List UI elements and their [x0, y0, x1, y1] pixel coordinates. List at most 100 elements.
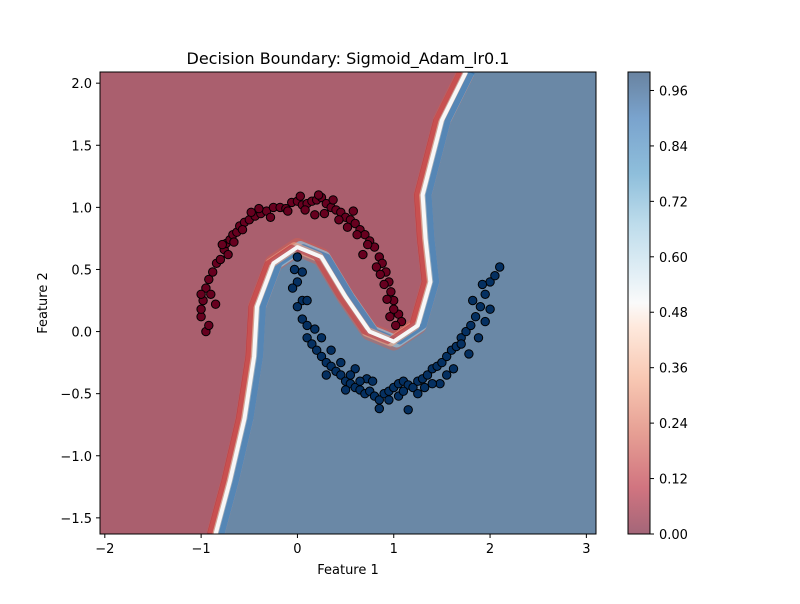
data-point-class-0: [382, 294, 392, 304]
data-point-class-1: [480, 316, 490, 327]
data-point-class-0: [196, 304, 206, 314]
x-tick-label: 0: [293, 542, 301, 557]
data-point-class-1: [398, 386, 409, 396]
colorbar-tick-label: 0.96: [659, 84, 688, 99]
y-axis-label: Feature 2: [36, 272, 51, 334]
data-point-class-1: [422, 370, 433, 380]
data-point-class-0: [204, 320, 214, 331]
x-axis-ticks: −2 −1 0 1 2 3: [95, 534, 591, 557]
colorbar-ticks: 0.00 0.12 0.24 0.36 0.48 0.60 0.72 0.84 0.96: [650, 84, 688, 543]
data-point-class-0: [350, 218, 360, 229]
data-point-class-0: [358, 249, 368, 260]
data-point-class-1: [403, 405, 413, 415]
data-point-class-1: [485, 304, 495, 314]
colorbar-tick-label: 0.00: [659, 528, 688, 543]
data-point-class-0: [229, 237, 239, 247]
data-point-class-0: [201, 283, 211, 293]
data-point-class-0: [352, 230, 362, 240]
data-point-class-1: [384, 395, 394, 405]
y-tick-label: 0.5: [71, 263, 92, 278]
data-point-class-0: [375, 269, 385, 280]
colorbar-tick-label: 0.48: [659, 306, 688, 321]
data-point-class-1: [292, 302, 303, 312]
data-point-class-0: [328, 195, 338, 205]
colorbar-tick-label: 0.12: [659, 473, 688, 488]
y-tick-label: 1.5: [71, 139, 92, 154]
colorbar-tick-label: 0.36: [659, 362, 688, 377]
data-point-class-1: [490, 271, 500, 281]
data-point-class-1: [310, 324, 320, 334]
data-point-class-1: [287, 283, 298, 293]
x-axis-label: Feature 1: [317, 563, 379, 578]
x-tick-label: −1: [192, 542, 211, 557]
data-point-class-1: [466, 320, 476, 331]
data-point-class-1: [374, 403, 384, 414]
data-point-class-0: [386, 287, 396, 297]
data-point-class-1: [302, 333, 312, 343]
data-point-class-0: [385, 312, 395, 322]
data-point-class-0: [210, 299, 221, 309]
data-point-class-1: [326, 345, 336, 355]
data-point-class-0: [371, 262, 382, 272]
x-tick-label: −2: [95, 542, 114, 557]
y-tick-label: −1.5: [60, 512, 92, 527]
y-axis-ticks: −1.5 −1.0 −0.5 0.0 0.5 1.0 1.5 2.0: [60, 77, 100, 527]
data-point-class-1: [302, 295, 312, 306]
data-point-class-0: [295, 191, 305, 201]
class-1-region: [215, 72, 596, 534]
data-point-class-1: [336, 357, 346, 368]
data-point-class-1: [461, 326, 471, 337]
x-tick-label: 2: [486, 542, 494, 557]
boundary-shade-1: [218, 72, 475, 534]
colorbar: [628, 72, 650, 534]
data-point-class-1: [413, 389, 423, 399]
data-point-class-1: [495, 262, 505, 272]
data-point-class-1: [355, 376, 365, 386]
colorbar-tick-label: 0.60: [659, 251, 688, 266]
data-point-class-1: [307, 339, 317, 349]
data-point-class-1: [456, 339, 466, 349]
data-point-class-1: [292, 277, 303, 287]
data-point-class-1: [350, 364, 360, 374]
data-point-class-0: [237, 225, 248, 235]
data-point-class-0: [196, 289, 206, 299]
data-point-class-1: [437, 357, 447, 368]
colorbar-tick-label: 0.72: [659, 195, 688, 210]
data-point-class-0: [300, 205, 310, 215]
data-point-class-1: [289, 264, 300, 275]
plot-area: [100, 72, 596, 534]
data-point-class-0: [348, 206, 358, 216]
decision-boundary-line: [213, 72, 468, 534]
data-point-class-0: [391, 320, 401, 331]
data-point-class-0: [217, 239, 228, 250]
data-point-class-1: [292, 252, 303, 262]
data-point-class-1: [297, 314, 307, 324]
data-point-class-1: [367, 376, 378, 386]
data-point-class-0: [334, 215, 344, 225]
y-tick-label: 0.0: [71, 326, 92, 341]
data-point-class-1: [477, 279, 488, 290]
x-tick-label: 3: [582, 542, 590, 557]
data-point-class-0: [206, 289, 216, 299]
data-point-class-1: [345, 370, 356, 380]
boundary-shade-3: [207, 72, 463, 534]
data-point-class-0: [342, 222, 353, 232]
y-tick-label: −0.5: [60, 388, 92, 403]
data-point-class-1: [468, 295, 478, 306]
data-point-class-0: [246, 207, 256, 218]
data-point-class-1: [448, 364, 459, 374]
data-point-class-0: [283, 206, 293, 216]
data-point-class-1: [419, 382, 430, 393]
y-tick-label: 2.0: [71, 77, 92, 92]
colorbar-frame: [627, 71, 651, 535]
y-tick-label: 1.0: [71, 201, 92, 216]
data-point-class-1: [442, 370, 452, 380]
data-point-class-1: [297, 267, 307, 277]
x-tick-label: 1: [390, 542, 398, 557]
data-point-class-0: [313, 190, 324, 200]
data-point-class-1: [470, 312, 481, 322]
data-point-class-1: [312, 345, 322, 355]
data-point-class-0: [254, 203, 264, 214]
